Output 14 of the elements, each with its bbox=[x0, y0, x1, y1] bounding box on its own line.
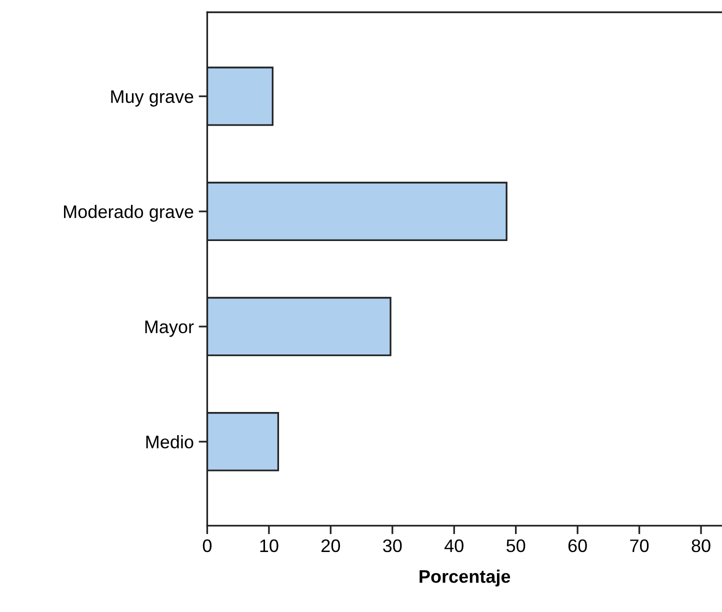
x-tick-label: 0 bbox=[202, 539, 212, 552]
y-tick-label: Medio bbox=[146, 435, 194, 448]
x-tick-label: 80 bbox=[692, 539, 710, 552]
x-tick-label: 30 bbox=[383, 539, 402, 552]
y-tick-label: Mayor bbox=[145, 320, 194, 337]
x-axis-title: Porcentaje bbox=[420, 570, 510, 586]
y-tick-label: Muy grave bbox=[111, 90, 194, 107]
x-tick-label: 60 bbox=[568, 539, 587, 552]
x-tick-label: 70 bbox=[630, 539, 649, 552]
y-tick-label: Moderado grave bbox=[64, 204, 194, 222]
x-tick-label: 50 bbox=[506, 539, 526, 552]
x-tick-label: 10 bbox=[260, 539, 278, 552]
x-tick-label: 20 bbox=[322, 539, 340, 552]
x-tick-label: 40 bbox=[444, 539, 464, 552]
